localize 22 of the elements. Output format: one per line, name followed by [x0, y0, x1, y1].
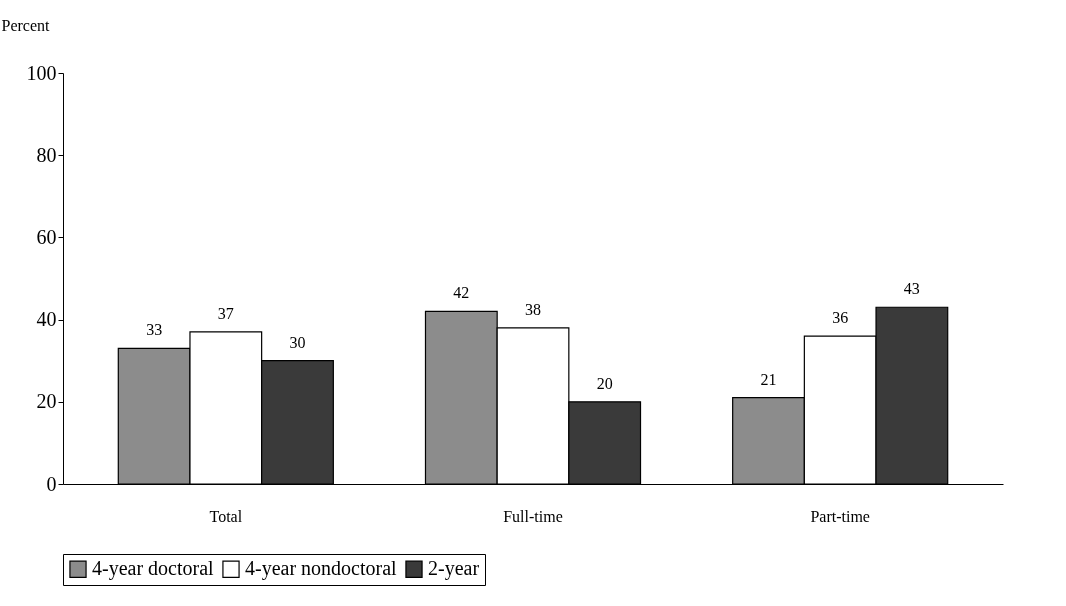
x-tick-label: Total [209, 507, 243, 525]
data-label: 20 [596, 374, 613, 392]
y-tick-label: 40 [36, 308, 57, 331]
data-label: 33 [146, 321, 163, 339]
data-label: 21 [760, 370, 777, 388]
data-label: 43 [903, 280, 920, 298]
x-tick-label: Part-time [810, 507, 870, 525]
data-label: 30 [289, 333, 306, 351]
legend-label: 4-year doctoral [92, 557, 215, 581]
data-label: 42 [453, 284, 470, 302]
data-label: 36 [832, 309, 849, 327]
x-tick-label: Full-time [503, 507, 563, 525]
data-label: 38 [525, 300, 541, 318]
data-label: 37 [217, 304, 234, 322]
legend-label: 2-year [428, 557, 480, 581]
y-tick-label: 0 [46, 472, 57, 495]
legend-label: 4-year nondoctoral [245, 557, 398, 581]
y-tick-label: 60 [36, 225, 57, 248]
y-tick-label: 100 [26, 61, 57, 84]
y-tick-label: 80 [36, 143, 57, 166]
y-axis-title: Percent [1, 16, 51, 34]
y-tick-label: 20 [36, 390, 57, 413]
